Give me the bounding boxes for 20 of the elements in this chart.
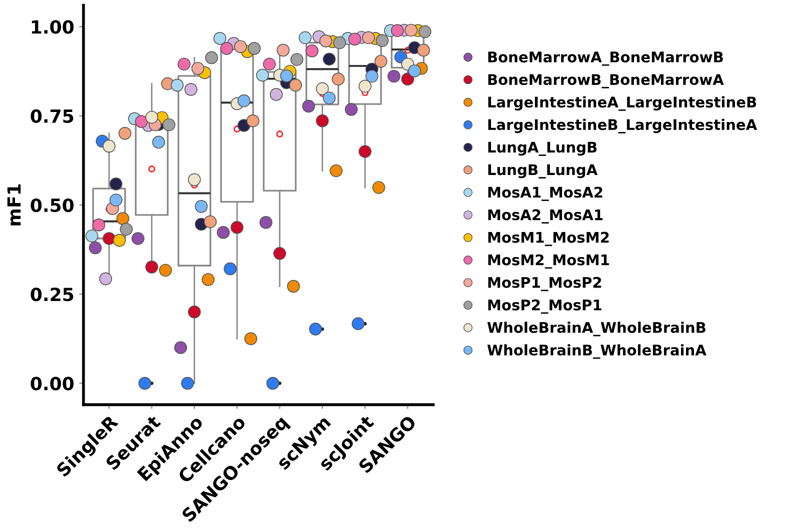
y-tick-label: 0.00 [30,376,74,390]
legend-label: BoneMarrowA_BoneMarrowB [488,52,723,66]
y-tick-label: 0.75 [30,109,74,123]
y-tick-label: 1.00 [32,20,74,34]
legend-label: MosP2_MosP1 [488,299,602,314]
legend-label: MosM2_MosM1 [488,254,609,269]
legend-label: LungB_LungA [488,164,598,178]
legend-label: LargeIntestineB_LargeIntestineA [488,118,758,134]
legend-label: MosA1_MosA2 [488,186,602,201]
legend-label: MosA2_MosA1 [488,209,603,224]
legend-label: WholeBrainB_WholeBrainA [487,344,706,359]
y-tick-label: 0.50 [30,198,74,212]
legend-label: LargeIntestineA_LargeIntestineB [488,96,756,111]
legend-label: WholeBrainA_WholeBrainB [487,322,706,336]
legend-label: BoneMarrowB_BoneMarrowA [488,74,724,88]
legend-label: MosP1_MosP2 [488,276,602,292]
legend-label: LungA_LungB [488,142,597,156]
y-tick-label: 0.25 [30,288,74,302]
y-axis-title: mF1 [7,184,21,226]
legend-label: MosM1_MosM2 [488,232,609,246]
